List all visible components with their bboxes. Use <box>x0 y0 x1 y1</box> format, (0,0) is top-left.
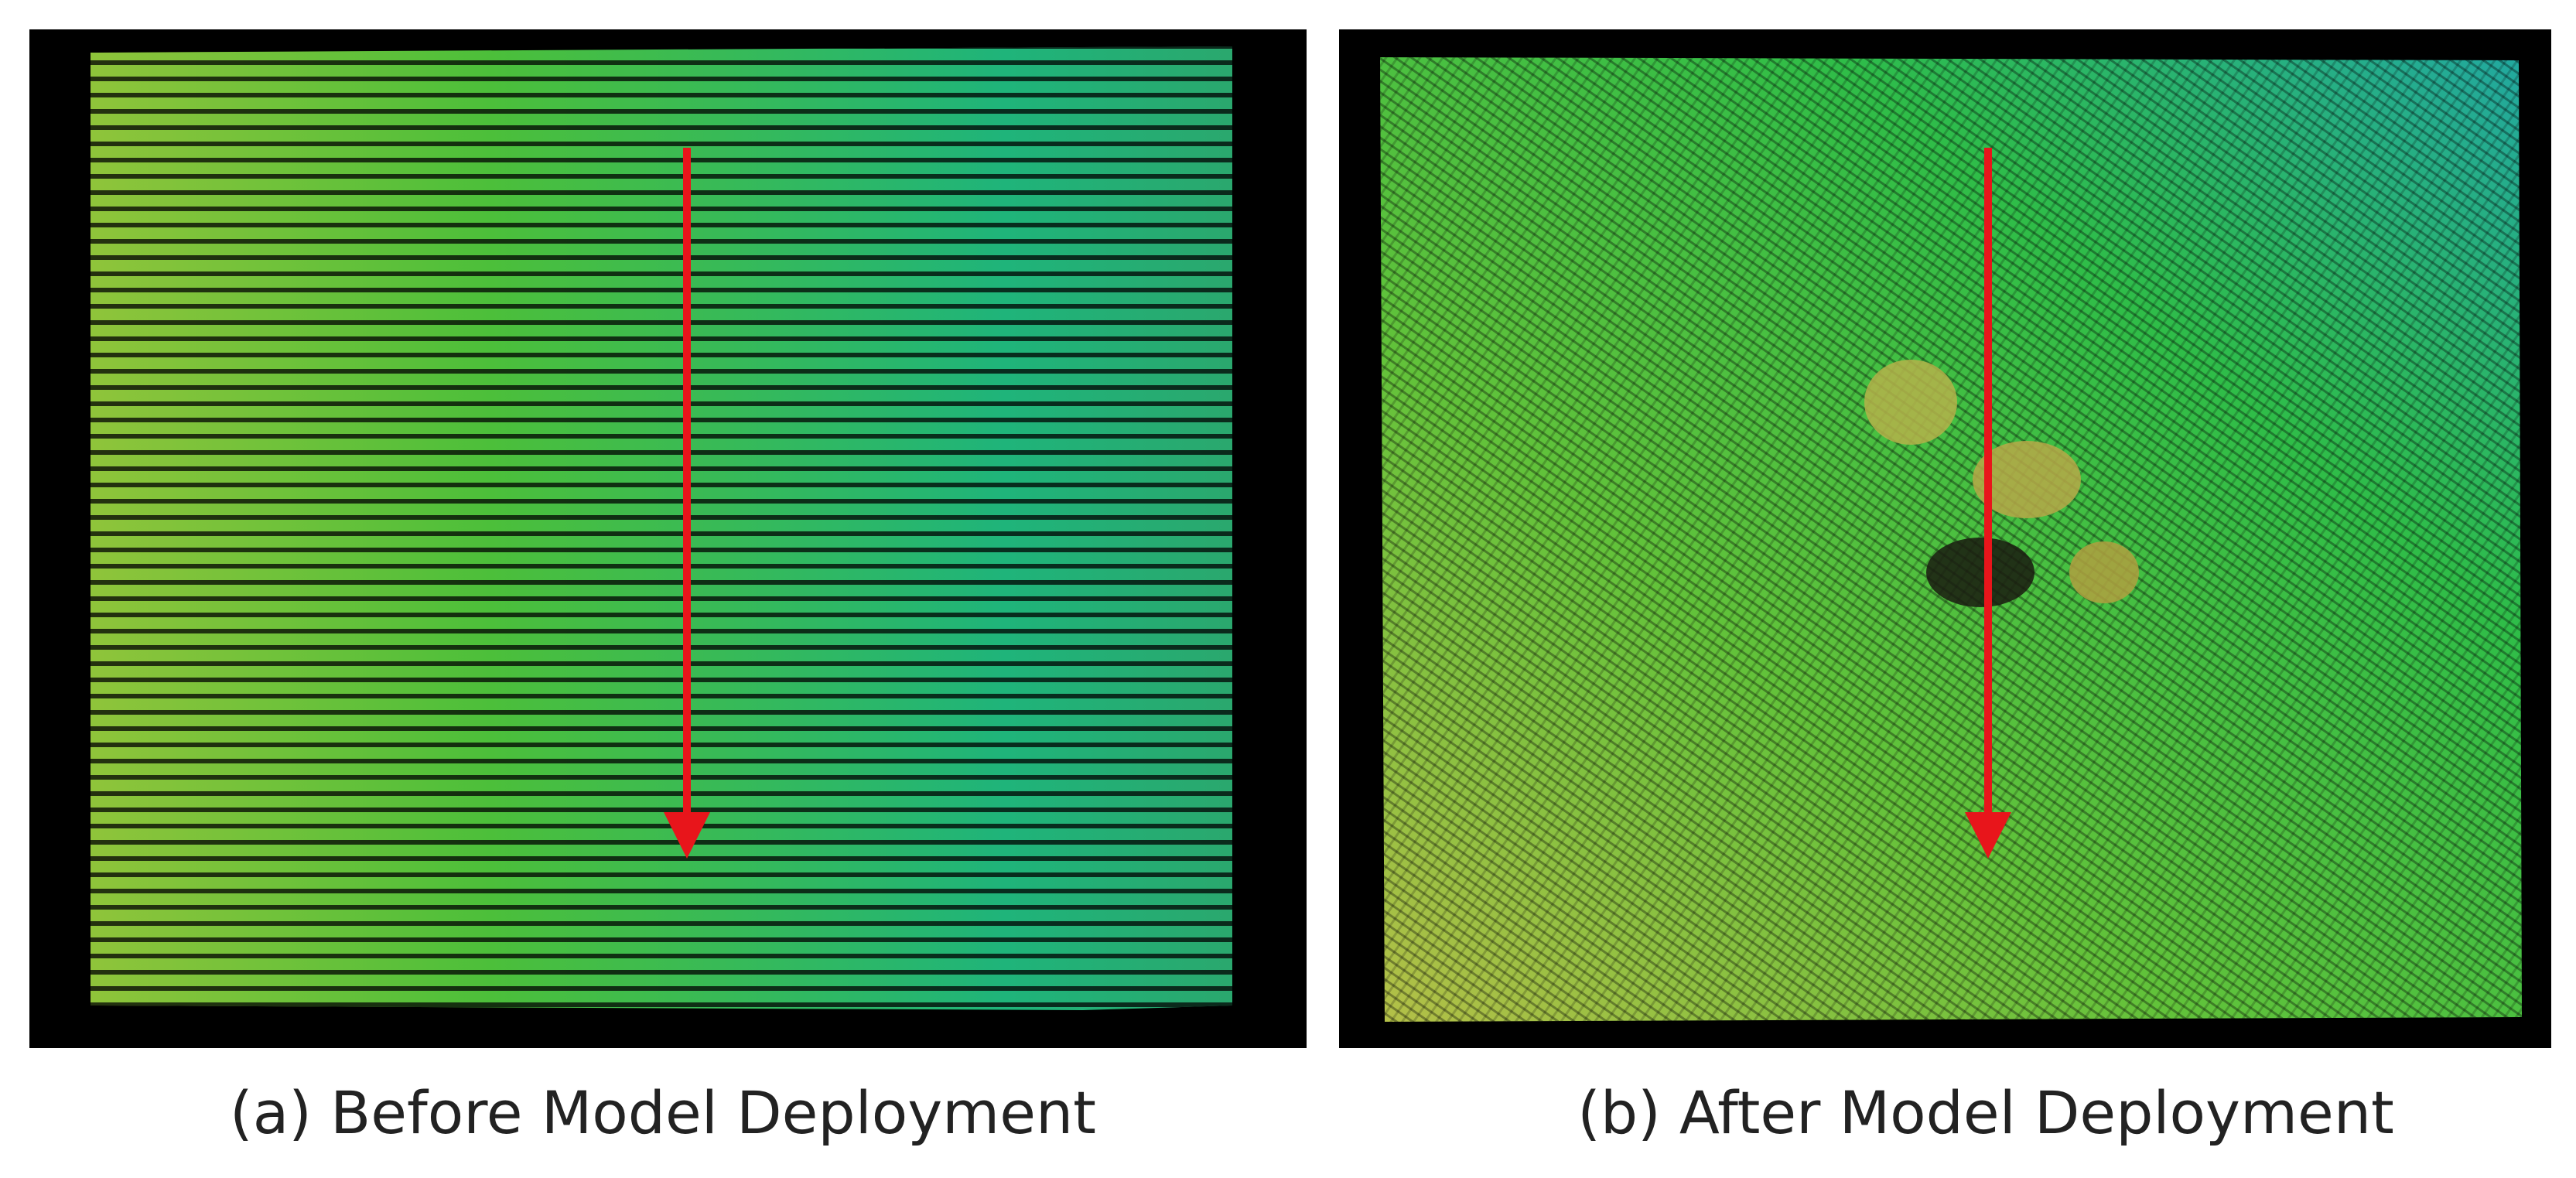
caption: (b) After Model Deployment <box>1577 1078 2394 1147</box>
object-blob <box>1973 441 2081 518</box>
caption: (a) Before Model Deployment <box>230 1078 1096 1147</box>
object-shadow <box>1926 538 2034 607</box>
point-texture <box>1380 57 2522 1022</box>
panel-a: (a) Before Model Deployment <box>29 29 1307 1147</box>
object-blob <box>2069 541 2139 603</box>
object-blob <box>1864 360 1957 445</box>
object-cluster <box>1864 360 2139 607</box>
panel-b: (b) After Model Deployment <box>1339 29 2551 1147</box>
scan-lines <box>91 46 1232 1010</box>
